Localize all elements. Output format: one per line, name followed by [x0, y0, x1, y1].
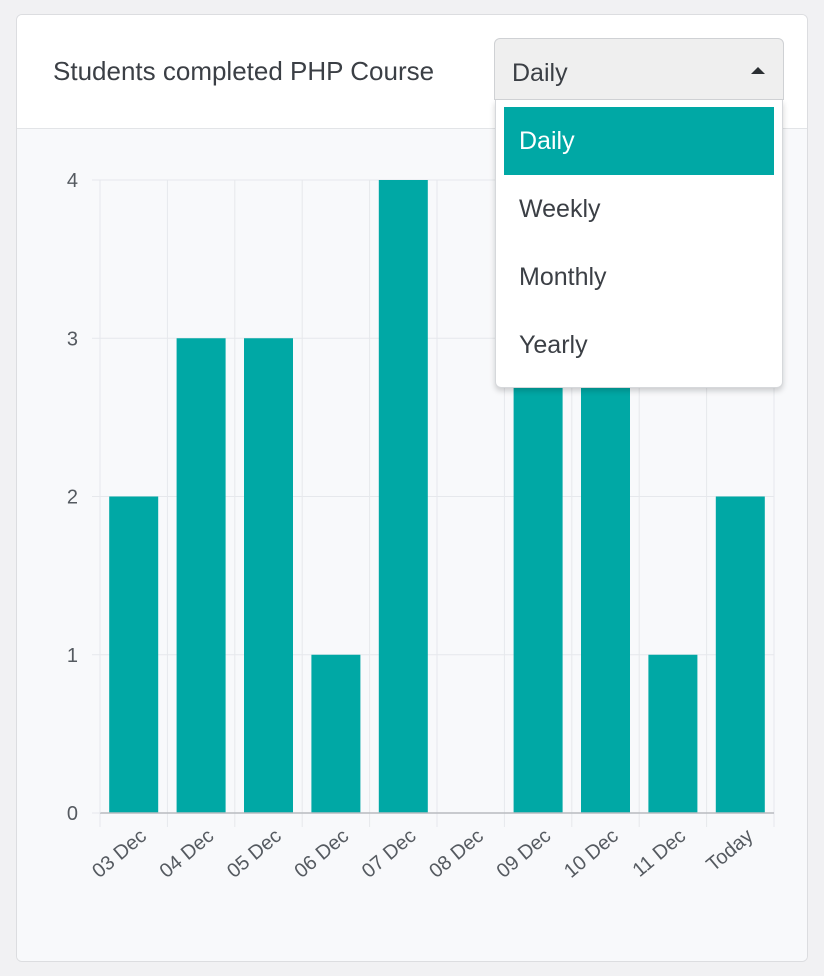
- dropdown-option-yearly[interactable]: Yearly: [519, 331, 588, 359]
- dropdown-option-monthly[interactable]: Monthly: [519, 263, 607, 291]
- chart-title: Students completed PHP Course: [53, 56, 435, 86]
- dropdown-option-weekly[interactable]: Weekly: [519, 195, 601, 223]
- caret-up-icon: [751, 67, 765, 74]
- period-dropdown-menu: Daily Weekly Monthly Yearly: [495, 100, 783, 388]
- dropdown-option-daily[interactable]: Daily: [504, 107, 774, 175]
- period-select[interactable]: Daily: [494, 38, 784, 100]
- period-select-value: Daily: [512, 59, 568, 87]
